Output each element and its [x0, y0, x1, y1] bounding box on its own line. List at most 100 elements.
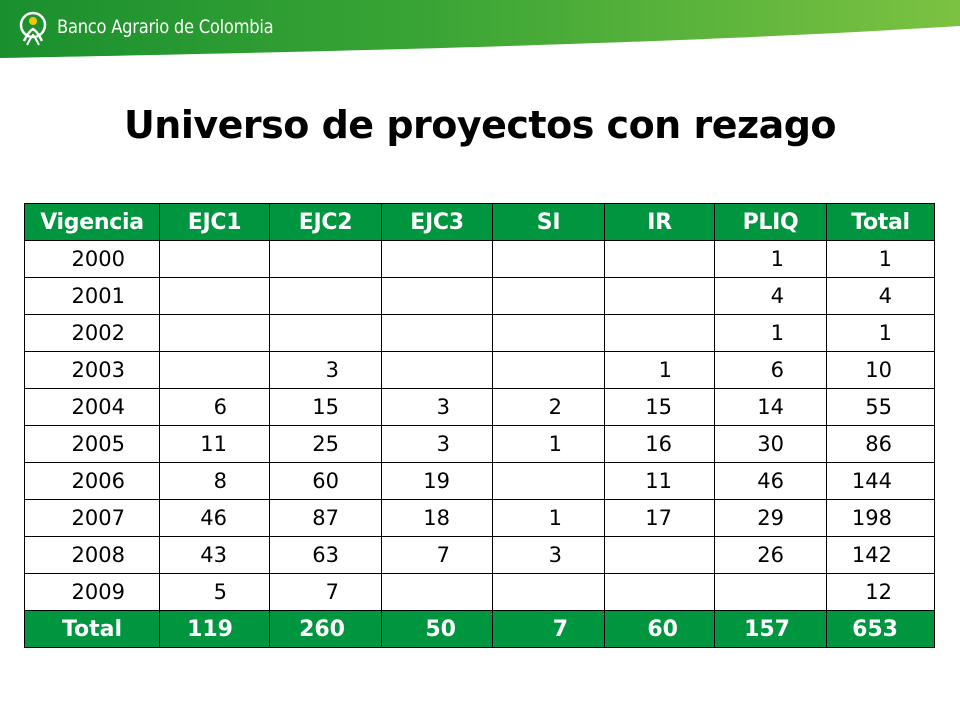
value-cell: [492, 351, 605, 389]
value-cell: 15: [269, 388, 382, 426]
year-cell: 2005: [24, 425, 160, 463]
value-cell: 25: [269, 425, 382, 463]
column-header: EJC1: [159, 203, 270, 241]
value-cell: [159, 240, 270, 278]
year-cell: 2006: [24, 462, 160, 500]
year-cell: 2007: [24, 499, 160, 537]
value-cell: 11: [159, 425, 270, 463]
value-cell: 29: [714, 499, 827, 537]
value-cell: [492, 240, 605, 278]
value-cell: 86: [826, 425, 935, 463]
bank-logo-icon: [18, 11, 48, 47]
value-cell: 7: [381, 536, 493, 574]
table-row: 2006 8 60 19 11 46 144: [24, 462, 935, 500]
value-cell: [159, 351, 270, 389]
table-header-row: Vigencia EJC1 EJC2 EJC3 SI IR PLIQ Total: [24, 203, 935, 241]
header-banner: Banco Agrario de Colombia: [0, 0, 960, 60]
value-cell: 10: [826, 351, 935, 389]
total-value-cell: 157: [714, 610, 827, 648]
value-cell: 1: [826, 314, 935, 352]
value-cell: 1: [826, 240, 935, 278]
value-cell: 15: [604, 388, 715, 426]
value-cell: [604, 240, 715, 278]
column-header: Total: [826, 203, 935, 241]
value-cell: 14: [714, 388, 827, 426]
total-value-cell: 60: [604, 610, 715, 648]
value-cell: 3: [492, 536, 605, 574]
table-row: 2000 1 1: [24, 240, 935, 278]
value-cell: [492, 277, 605, 315]
value-cell: 144: [826, 462, 935, 500]
value-cell: 198: [826, 499, 935, 537]
value-cell: [381, 277, 493, 315]
value-cell: 1: [492, 499, 605, 537]
value-cell: 8: [159, 462, 270, 500]
value-cell: [604, 536, 715, 574]
value-cell: 7: [269, 573, 382, 611]
table-row: 2003 3 1 6 10: [24, 351, 935, 389]
table-row: 2002 1 1: [24, 314, 935, 352]
value-cell: 1: [714, 314, 827, 352]
value-cell: 18: [381, 499, 493, 537]
value-cell: 6: [159, 388, 270, 426]
year-cell: 2008: [24, 536, 160, 574]
year-cell: 2009: [24, 573, 160, 611]
total-value-cell: 50: [381, 610, 493, 648]
value-cell: 4: [826, 277, 935, 315]
value-cell: 12: [826, 573, 935, 611]
value-cell: [159, 314, 270, 352]
column-header: Vigencia: [24, 203, 160, 241]
value-cell: [269, 277, 382, 315]
value-cell: [492, 314, 605, 352]
year-cell: 2004: [24, 388, 160, 426]
value-cell: 30: [714, 425, 827, 463]
value-cell: [714, 573, 827, 611]
value-cell: 3: [381, 388, 493, 426]
total-value-cell: 653: [826, 610, 935, 648]
value-cell: 2: [492, 388, 605, 426]
column-header: SI: [492, 203, 605, 241]
table-row: 2004 6 15 3 2 15 14 55: [24, 388, 935, 426]
table-body: 2000 1 1 2001 4 4 2002 1 1 2003 3 1 6 10 2004 6 15 3 2 15 14…: [24, 240, 935, 648]
brand-name: Banco Agrario de Colombia: [57, 16, 274, 38]
column-header: EJC2: [269, 203, 382, 241]
value-cell: 55: [826, 388, 935, 426]
table-row: 2008 43 63 7 3 26 142: [24, 536, 935, 574]
total-label: Total: [24, 610, 160, 648]
table-row: 2009 5 7 12: [24, 573, 935, 611]
value-cell: 5: [159, 573, 270, 611]
value-cell: 3: [381, 425, 493, 463]
value-cell: [604, 573, 715, 611]
value-cell: 60: [269, 462, 382, 500]
table-row: 2001 4 4: [24, 277, 935, 315]
column-header: IR: [604, 203, 715, 241]
value-cell: 1: [604, 351, 715, 389]
column-header: PLIQ: [714, 203, 827, 241]
year-cell: 2000: [24, 240, 160, 278]
year-cell: 2003: [24, 351, 160, 389]
year-cell: 2001: [24, 277, 160, 315]
value-cell: 4: [714, 277, 827, 315]
rezago-table: Vigencia EJC1 EJC2 EJC3 SI IR PLIQ Total…: [24, 203, 935, 648]
value-cell: 3: [269, 351, 382, 389]
value-cell: 46: [159, 499, 270, 537]
value-cell: [381, 314, 493, 352]
value-cell: 142: [826, 536, 935, 574]
value-cell: [604, 277, 715, 315]
value-cell: 11: [604, 462, 715, 500]
value-cell: 26: [714, 536, 827, 574]
value-cell: [159, 277, 270, 315]
value-cell: 19: [381, 462, 493, 500]
table-row: 2007 46 87 18 1 17 29 198: [24, 499, 935, 537]
value-cell: 46: [714, 462, 827, 500]
year-cell: 2002: [24, 314, 160, 352]
value-cell: 16: [604, 425, 715, 463]
value-cell: 1: [714, 240, 827, 278]
value-cell: [604, 314, 715, 352]
value-cell: 6: [714, 351, 827, 389]
total-value-cell: 7: [492, 610, 605, 648]
value-cell: [492, 573, 605, 611]
value-cell: [381, 240, 493, 278]
value-cell: 17: [604, 499, 715, 537]
column-header: EJC3: [381, 203, 493, 241]
